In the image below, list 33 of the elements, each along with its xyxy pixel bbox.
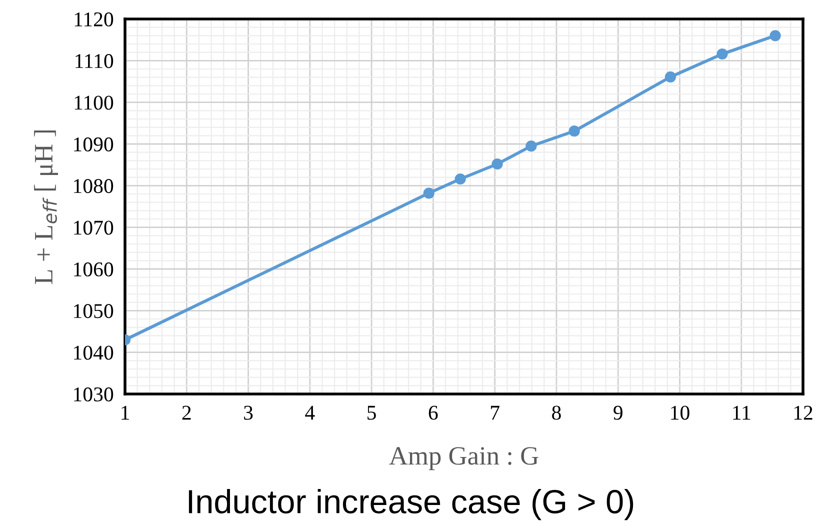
point: [664, 71, 676, 82]
x-axis-title: Amp Gain : G: [389, 447, 538, 470]
x-tick-label: 4: [305, 406, 315, 420]
y-tick-label: 1120: [74, 12, 114, 26]
point: [770, 30, 781, 42]
x-tick-label: 9: [614, 406, 622, 420]
x-tick-label: 5: [368, 406, 376, 420]
y-tick-label: 1070: [74, 220, 114, 235]
y-axis-title: L + L$_{eff}$ [ μH ]: [34, 130, 58, 284]
y-tick-label: 1060: [74, 262, 114, 276]
x-tick-label: 10: [671, 406, 690, 420]
point: [423, 188, 434, 199]
y-tick-label: 1090: [74, 137, 114, 152]
y-tick-label: 1110: [76, 54, 114, 68]
point: [492, 158, 503, 170]
x-tick-label: 11: [733, 406, 750, 420]
point: [526, 140, 537, 152]
y-tick-label: 1100: [74, 96, 114, 110]
x-tick-label: 12: [794, 406, 812, 420]
x-tick-label: 8: [552, 406, 561, 420]
x-tick-label: 1: [122, 406, 129, 420]
x-tick-label: 3: [244, 406, 253, 420]
point: [716, 48, 728, 60]
y-tick-label: 1040: [74, 346, 114, 360]
y-tick-label: 1050: [74, 304, 114, 318]
text: Inductor increase case (G > 0): [188, 489, 634, 520]
x-tick-label: 7: [490, 406, 500, 420]
y-tick-label: 1030: [74, 387, 114, 402]
point: [454, 173, 466, 185]
point: [568, 126, 580, 137]
x-tick-label: 2: [182, 406, 191, 420]
y-tick-label: 1080: [74, 179, 114, 194]
x-tick-label: 6: [428, 406, 438, 420]
